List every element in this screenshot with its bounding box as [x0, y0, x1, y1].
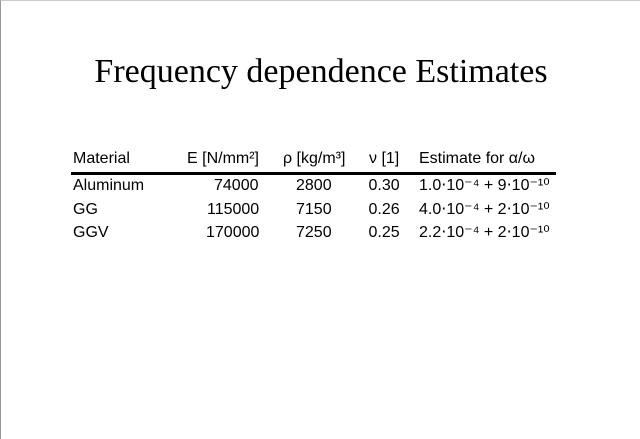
table-cell: GGV	[73, 224, 109, 241]
table-cell: 0.26	[368, 200, 400, 218]
table-cell: 4.0⋅10⁻⁴ + 2⋅10⁻¹⁰	[419, 200, 550, 218]
header-cell: ρ [kg/m³]	[283, 150, 346, 167]
table-cell: GG	[73, 200, 98, 218]
table-cell: 7250	[296, 224, 332, 241]
header-cell: ν [1]	[369, 150, 400, 167]
table-cell: 115000	[207, 200, 260, 218]
table-cell: 2800	[296, 177, 332, 194]
table-cell: 74000	[214, 177, 259, 194]
table-cell: Aluminum	[73, 177, 145, 194]
header-cell: E [N/mm²]	[187, 150, 259, 167]
table-cell: 2.2⋅10⁻⁴ + 2⋅10⁻¹⁰	[419, 224, 550, 241]
header-cell: Material	[73, 150, 130, 167]
table-cell: 170000	[206, 224, 260, 241]
table-cell: 7150	[296, 200, 332, 218]
table-cell: 1.0⋅10⁻⁴ + 9⋅10⁻¹⁰	[419, 177, 550, 194]
table-cell: 0.30	[368, 177, 400, 194]
header-rule	[71, 172, 556, 175]
table-cell: 0.25	[368, 224, 400, 241]
slide-title: Frequency dependence Estimates	[94, 53, 548, 90]
header-cell: Estimate for α/ω	[419, 150, 535, 167]
